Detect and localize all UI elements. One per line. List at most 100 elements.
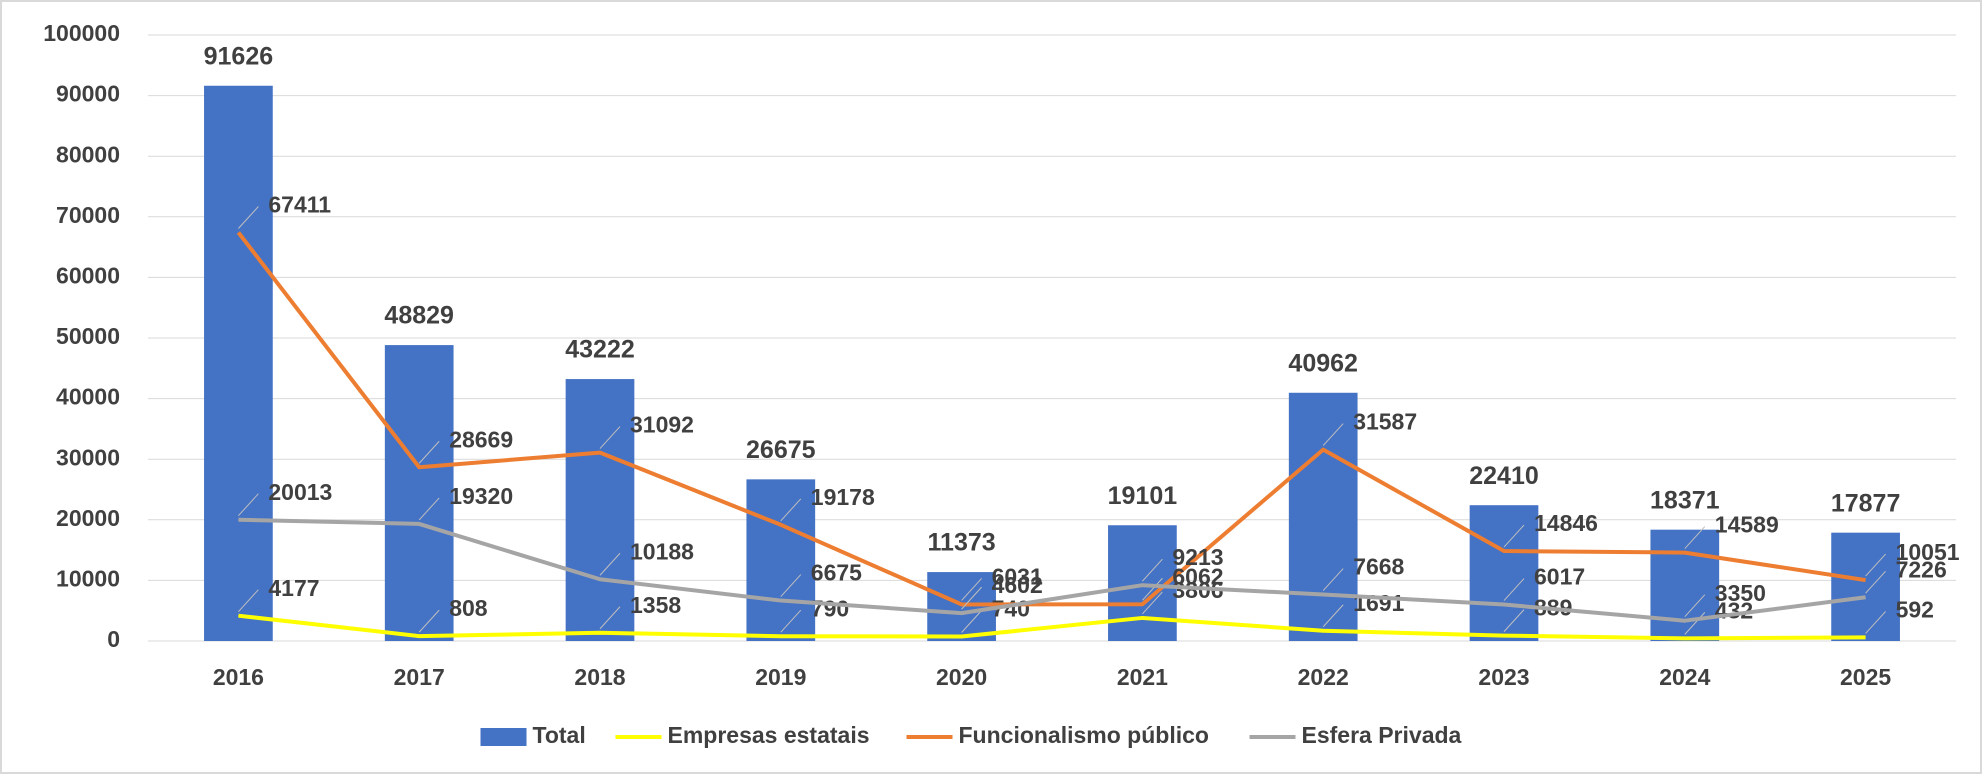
x-tick-label: 2022	[1298, 664, 1349, 690]
line-series	[236, 231, 1866, 607]
y-tick-label: 90000	[56, 81, 120, 107]
bar-value-label: 11373	[928, 529, 996, 557]
line-value-label: 6031	[992, 564, 1043, 590]
bar-value-label: 26675	[746, 436, 816, 464]
label-leader	[1142, 558, 1163, 582]
x-tick-label: 2019	[755, 664, 806, 690]
bar-value-label: 91626	[204, 42, 274, 70]
y-tick-label: 20000	[56, 505, 120, 531]
label-leader	[1684, 612, 1706, 635]
x-tick-label: 2020	[936, 664, 987, 690]
label-leader	[238, 493, 259, 517]
label-leader	[1684, 526, 1706, 549]
line-value-label: 4602	[992, 572, 1043, 598]
legend-label: Total	[533, 722, 586, 748]
line-value-label: 10188	[630, 538, 694, 564]
label-leader	[780, 498, 802, 522]
label-leader	[418, 440, 440, 464]
label-leader	[1142, 591, 1163, 615]
line-value-label: 9213	[1172, 544, 1223, 570]
line-value-label: 6062	[1172, 563, 1223, 589]
label-leader	[418, 609, 440, 633]
x-tick-label: 2023	[1478, 664, 1529, 690]
label-leader	[599, 552, 621, 576]
x-tick-label: 2025	[1840, 664, 1891, 690]
bar-value-label: 19101	[1108, 482, 1178, 510]
label-leader	[1503, 578, 1525, 601]
label-leader	[1503, 524, 1525, 548]
label-leader	[599, 426, 621, 449]
line-value-label: 14589	[1715, 512, 1779, 538]
label-leader	[1503, 609, 1525, 632]
line-value-label: 14846	[1534, 510, 1598, 536]
legend-label: Funcionalismo público	[959, 722, 1209, 748]
line-value-label: 28669	[449, 426, 513, 452]
bar	[1288, 392, 1358, 641]
bar	[1469, 505, 1539, 641]
bar	[746, 479, 816, 641]
y-tick-label: 10000	[56, 565, 120, 591]
bar	[204, 85, 273, 641]
line-series	[238, 517, 1866, 623]
label-leader	[1322, 423, 1344, 446]
legend-label: Esfera Privada	[1302, 722, 1462, 748]
line-value-label: 31092	[630, 412, 694, 438]
bar-value-label: 48829	[384, 302, 454, 330]
legend-label: Empresas estatais	[668, 722, 870, 748]
label-leader	[780, 609, 802, 633]
y-tick-label: 50000	[56, 323, 120, 349]
line-value-label: 19320	[449, 483, 513, 509]
y-tick-label: 100000	[43, 20, 120, 46]
bar-value-label: 18371	[1650, 486, 1720, 514]
line-series	[238, 613, 1866, 641]
x-tick-label: 2016	[213, 664, 264, 690]
bar-value-label: 43222	[565, 336, 635, 364]
line-value-label: 6675	[811, 560, 862, 586]
x-tick-label: 2021	[1117, 664, 1168, 690]
line-value-label: 7668	[1353, 554, 1404, 580]
y-tick-label: 30000	[56, 444, 120, 470]
legend-swatch	[480, 728, 527, 746]
label-leader	[961, 610, 982, 633]
bar	[927, 572, 996, 641]
label-leader	[1865, 611, 1886, 634]
bar-value-label: 22410	[1469, 462, 1539, 490]
label-leader	[1142, 577, 1163, 601]
bar	[384, 345, 454, 641]
label-leader	[961, 586, 982, 610]
y-tick-label: 40000	[56, 384, 120, 410]
line-value-label: 4177	[268, 575, 319, 601]
label-leader	[1865, 570, 1886, 594]
line-value-label: 67411	[268, 192, 331, 218]
bar	[1831, 532, 1900, 641]
label-leader	[1865, 553, 1886, 577]
bar	[565, 379, 635, 641]
label-leader	[1684, 594, 1706, 618]
line-value-label: 6017	[1534, 564, 1585, 590]
x-tick-label: 2024	[1659, 664, 1710, 690]
line-value-label: 808	[449, 595, 488, 621]
label-leader	[238, 589, 259, 613]
y-tick-label: 60000	[56, 262, 120, 288]
line-value-label: 790	[811, 595, 849, 621]
line-value-label: 1358	[630, 592, 681, 618]
line-value-label: 3350	[1715, 580, 1766, 606]
line-value-label: 20013	[268, 479, 332, 505]
label-leader	[961, 578, 982, 601]
y-tick-label: 80000	[56, 141, 120, 167]
y-tick-label: 70000	[56, 202, 120, 228]
line-value-label: 31587	[1353, 409, 1417, 435]
label-leader	[418, 497, 440, 521]
line-value-label: 592	[1896, 596, 1934, 622]
line-value-label: 1691	[1353, 590, 1404, 616]
y-tick-label: 0	[107, 626, 120, 652]
x-tick-label: 2017	[394, 664, 445, 690]
label-leader	[1322, 604, 1344, 628]
line-value-label: 19178	[811, 484, 875, 510]
label-leader	[1322, 568, 1344, 591]
bar-value-label: 17877	[1831, 489, 1901, 517]
line-value-label: 10051	[1896, 539, 1960, 565]
label-leader	[780, 574, 802, 597]
